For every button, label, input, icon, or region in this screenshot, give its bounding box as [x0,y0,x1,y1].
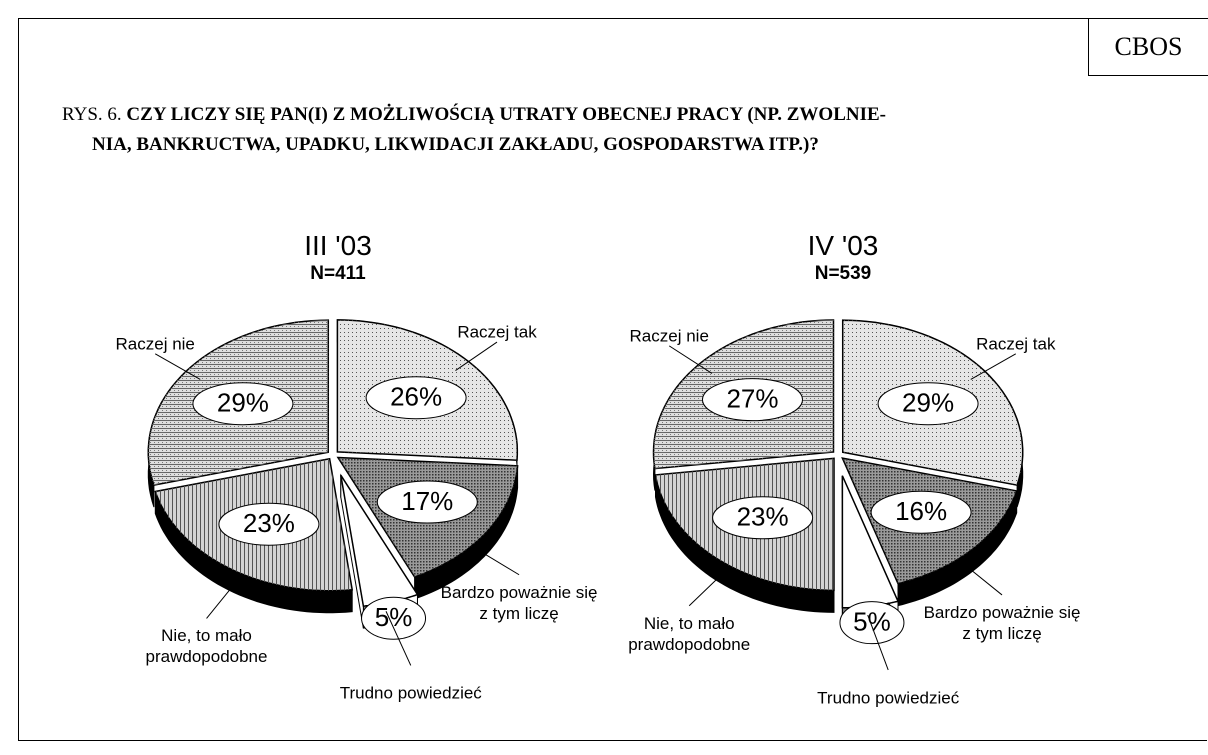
pie-subtitle: N=411 [310,263,366,284]
slice-pattern [340,475,418,607]
value-label-bg [361,596,427,640]
value-label-bg [701,378,803,422]
figure-label: RYS. 6. [62,104,122,125]
value-label-bg [712,496,814,540]
category-label: Raczej nie [629,326,709,346]
value-label-bg [365,376,467,420]
title: NIA, BANKRUCTWA, UPADKU, LIKWIDACJI ZAKŁ… [92,134,819,155]
value-label-bg [870,490,972,534]
category-label: Raczej tak [457,322,537,342]
slice-pattern [842,475,898,608]
leader-line [385,611,412,666]
value-label: 16% [895,496,947,526]
category-label: Nie, to mało prawdopodobne [628,613,751,654]
value-label: 29% [902,388,954,418]
value-label-bg [376,480,478,524]
value-label-bg [192,382,294,426]
title: CZY LICZY SIĘ PAN(I) Z MOŻLIWOŚCIĄ UTRAT… [126,104,886,125]
leader-line [960,561,1003,596]
pie-title: IV '03 [808,230,879,261]
pie-subtitle: N=539 [815,263,872,284]
value-label: 23% [737,502,789,532]
category-label: Trudno powiedzieć [339,683,482,703]
title-line: RYS. 6. CZY LICZY SIĘ PAN(I) Z MOŻLIWOŚC… [62,104,886,126]
frame [18,18,1207,741]
category-label: Bardzo poważnie się z tym liczę [923,602,1081,643]
leader-line [688,569,728,607]
value-label-bg [839,601,905,645]
pie-title: III '03 [304,230,372,261]
category-label: Trudno powiedzieć [817,688,960,708]
leader-line [471,545,520,576]
leader-line [668,345,713,374]
category-label: Nie, to mało prawdopodobne [145,626,268,667]
value-label: 23% [243,508,295,538]
leader-line [970,353,1017,380]
leader-line [455,341,498,372]
category-label: Raczej nie [115,334,195,354]
value-label: 5% [853,607,891,637]
value-label: 29% [217,388,269,418]
title-line: NIA, BANKRUCTWA, UPADKU, LIKWIDACJI ZAKŁ… [92,134,819,156]
source: CBOS [1088,18,1208,76]
category-label: Bardzo poważnie się z tym liczę [440,582,598,623]
value-label: 17% [401,486,453,516]
pie [652,319,1024,631]
value-label-bg [218,502,320,546]
leader-line [867,614,889,671]
value-label-bg [877,382,979,426]
value-label: 26% [390,382,442,412]
value-label: 27% [726,384,778,414]
leader-line [154,353,201,380]
leader-line [206,578,239,619]
category-label: Raczej tak [976,334,1056,354]
